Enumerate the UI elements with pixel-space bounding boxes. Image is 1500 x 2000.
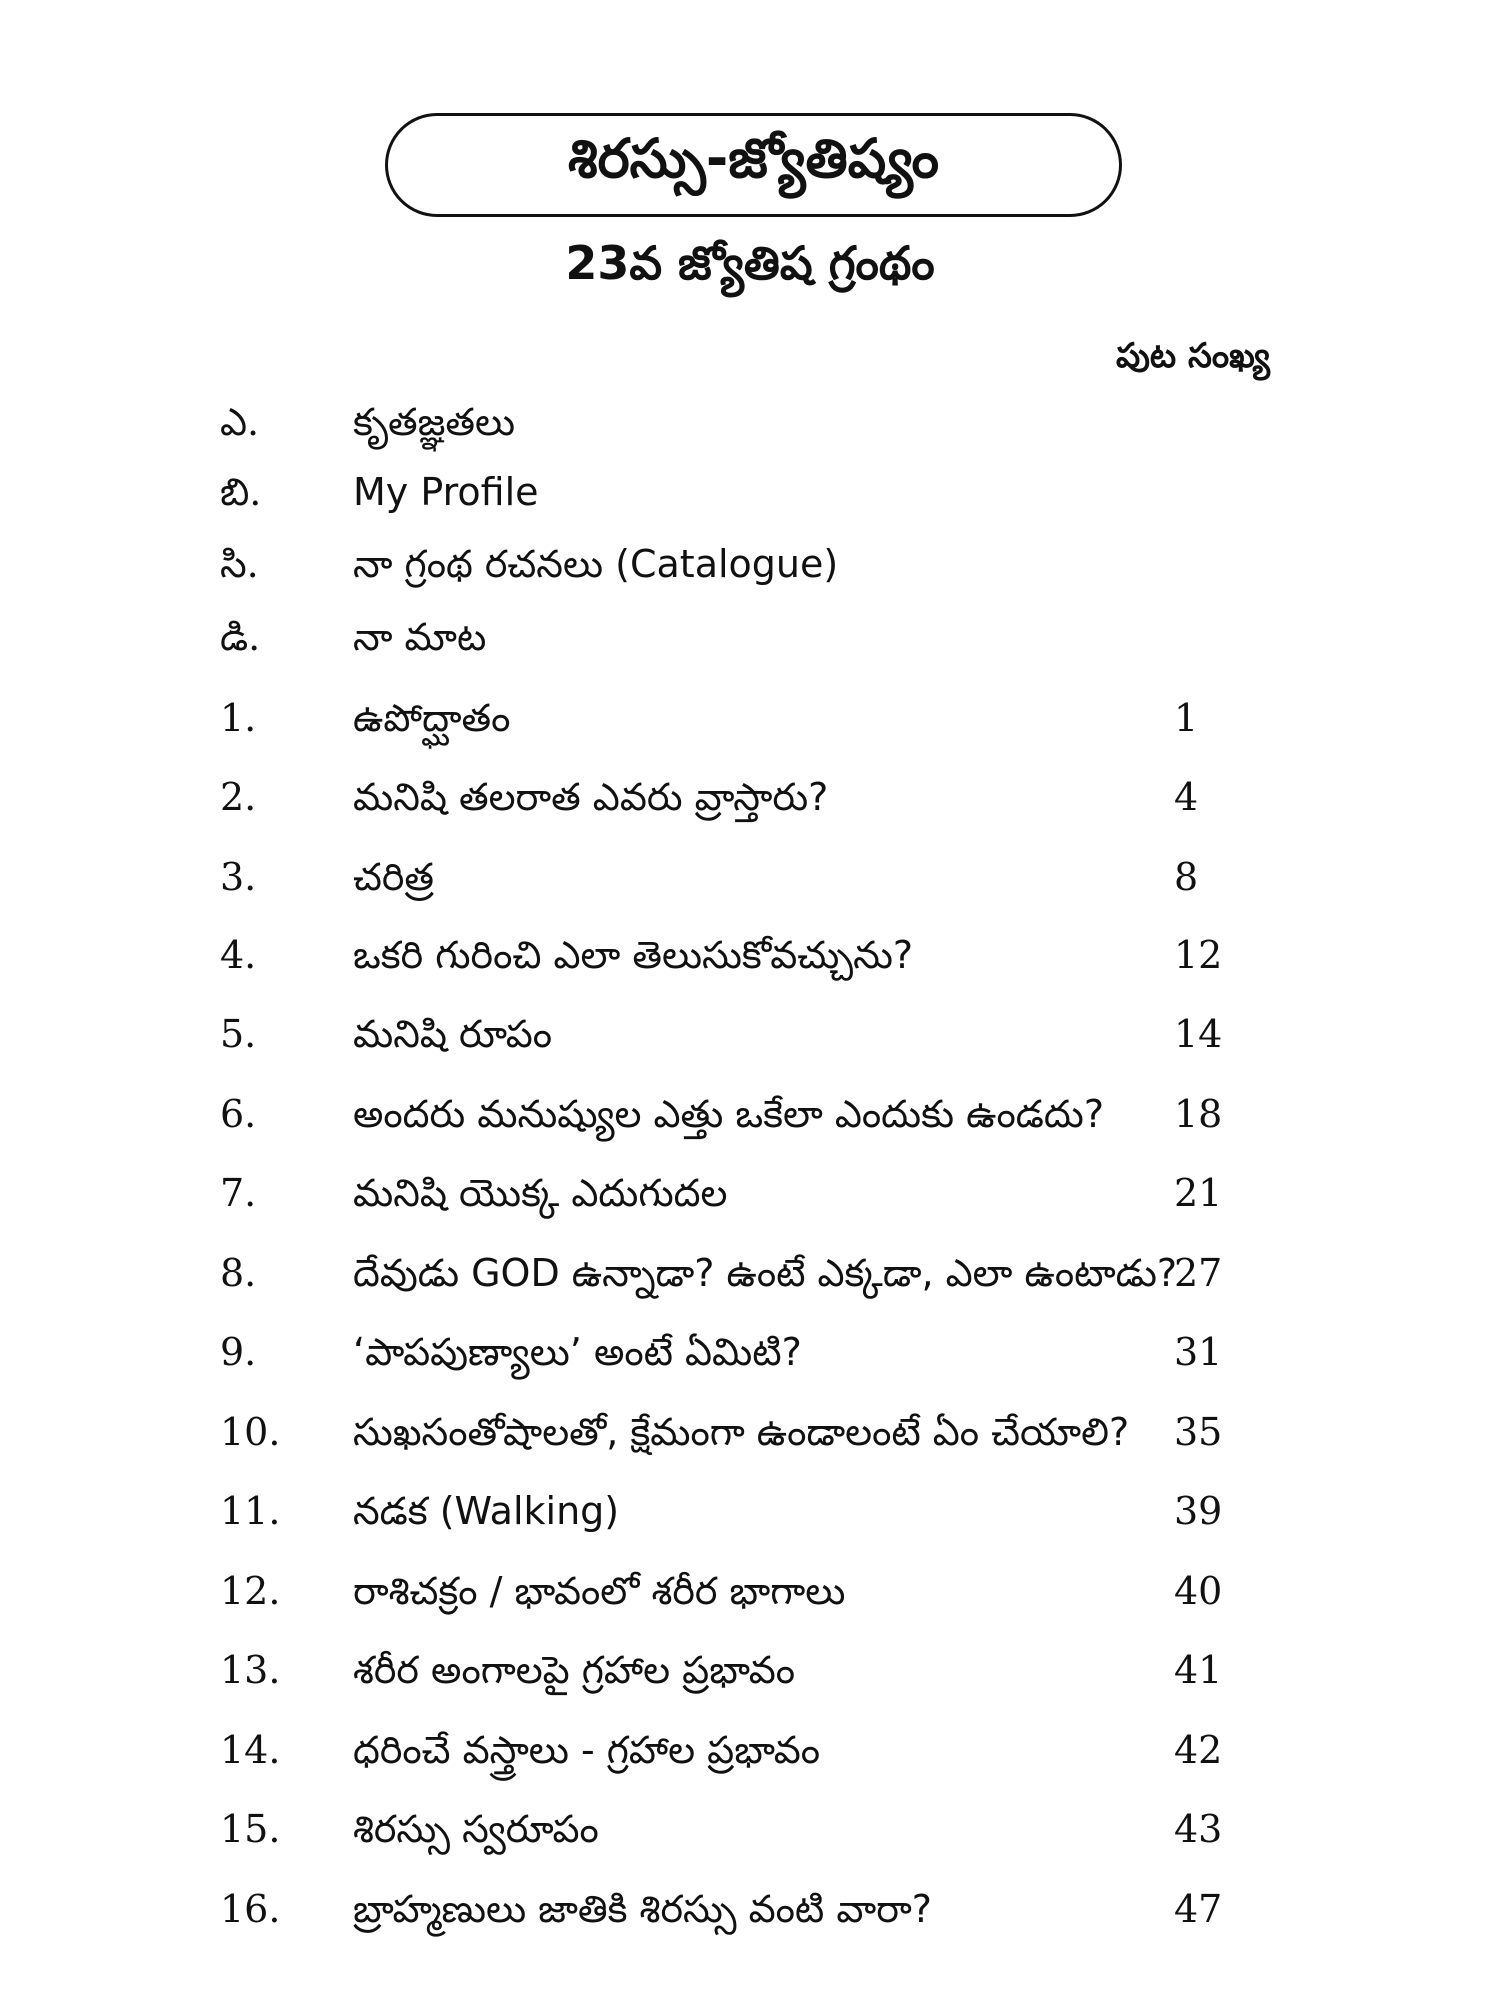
toc-number: 9. bbox=[220, 1330, 257, 1374]
toc-page: 35 bbox=[1174, 1410, 1223, 1454]
toc-title: ‘పాపపుణ్యాలు’ అంటే ఏమిటి? bbox=[353, 1330, 802, 1374]
toc-row: బి. My Profile bbox=[0, 470, 1500, 530]
toc-page: 1 bbox=[1174, 696, 1199, 740]
toc-title: మనిషి రూపం bbox=[353, 1012, 553, 1056]
toc-page: 18 bbox=[1174, 1092, 1223, 1136]
toc-row: 15. శిరస్సు స్వరూపం 43 bbox=[0, 1807, 1500, 1867]
toc-row: సి. నా గ్రంథ రచనలు (Catalogue) bbox=[0, 542, 1500, 602]
toc-page: 31 bbox=[1174, 1330, 1223, 1374]
toc-number: 15. bbox=[220, 1807, 281, 1851]
toc-number: 4. bbox=[220, 933, 257, 977]
toc-number: 12. bbox=[220, 1569, 281, 1613]
toc-number: 6. bbox=[220, 1092, 257, 1136]
toc-row: 2. మనిషి తలరాత ఎవరు వ్రాస్తారు? 4 bbox=[0, 775, 1500, 835]
toc-number: 5. bbox=[220, 1012, 257, 1056]
toc-title: మనిషి యొక్క ఎదుగుదల bbox=[353, 1171, 728, 1215]
toc-number: 11. bbox=[220, 1489, 281, 1533]
toc-row: 7. మనిషి యొక్క ఎదుగుదల 21 bbox=[0, 1171, 1500, 1231]
toc-title: అందరు మనుష్యుల ఎత్తు ఒకేలా ఎందుకు ఉండదు? bbox=[353, 1092, 1105, 1136]
toc-title: మనిషి తలరాత ఎవరు వ్రాస్తారు? bbox=[353, 775, 829, 819]
toc-row: 9. ‘పాపపుణ్యాలు’ అంటే ఏమిటి? 31 bbox=[0, 1330, 1500, 1390]
toc-number: బి. bbox=[220, 470, 262, 514]
toc-title: కృతజ్ఞతలు bbox=[353, 400, 516, 444]
toc-number: 3. bbox=[220, 855, 257, 899]
toc-number: ఎ. bbox=[220, 400, 260, 444]
toc-title: ధరించే వస్త్రాలు - గ్రహాల ప్రభావం bbox=[353, 1728, 821, 1772]
title-box: శిరస్సు-జ్యోతిష్యం bbox=[385, 113, 1122, 217]
toc-number: సి. bbox=[220, 542, 259, 586]
toc-number: 10. bbox=[220, 1410, 281, 1454]
toc-page: 14 bbox=[1174, 1012, 1223, 1056]
toc-number: 7. bbox=[220, 1171, 257, 1215]
toc-row: ఎ. కృతజ్ఞతలు bbox=[0, 400, 1500, 460]
toc-row: 10. సుఖసంతోషాలతో, క్షేమంగా ఉండాలంటే ఏం చే… bbox=[0, 1410, 1500, 1470]
toc-page: 4 bbox=[1174, 775, 1199, 819]
toc-page: 39 bbox=[1174, 1489, 1223, 1533]
toc-number: 8. bbox=[220, 1251, 257, 1295]
subtitle: 23వ జ్యోతిష గ్రంథం bbox=[565, 236, 935, 290]
toc-title: రాశిచక్రం / భావంలో శరీర భాగాలు bbox=[353, 1569, 846, 1613]
page-title: శిరస్సు-జ్యోతిష్యం bbox=[567, 126, 940, 190]
toc-page: 43 bbox=[1174, 1807, 1223, 1851]
toc-title: దేవుడు GOD ఉన్నాడా? ఉంటే ఎక్కడా, ఎలా ఉంట… bbox=[353, 1251, 1178, 1295]
toc-number: 13. bbox=[220, 1648, 281, 1692]
toc-row: 12. రాశిచక్రం / భావంలో శరీర భాగాలు 40 bbox=[0, 1569, 1500, 1629]
toc-row: 14. ధరించే వస్త్రాలు - గ్రహాల ప్రభావం 42 bbox=[0, 1728, 1500, 1788]
toc-page: 42 bbox=[1174, 1728, 1223, 1772]
toc-title: శరీర అంగాలపై గ్రహాల ప్రభావం bbox=[353, 1648, 796, 1692]
toc-row: 1. ఉపోద్ఘాతం 1 bbox=[0, 696, 1500, 756]
page-number-header: పుట సంఖ్య bbox=[1116, 336, 1270, 376]
toc-row: 6. అందరు మనుష్యుల ఎత్తు ఒకేలా ఎందుకు ఉండద… bbox=[0, 1092, 1500, 1152]
toc-title: My Profile bbox=[353, 470, 539, 514]
toc-number: డి. bbox=[220, 615, 261, 659]
toc-row: 16. బ్రాహ్మణులు జాతికి శిరస్సు వంటి వారా?… bbox=[0, 1887, 1500, 1947]
toc-title: నా మాట bbox=[353, 615, 487, 659]
toc-page: 41 bbox=[1174, 1648, 1223, 1692]
toc-page: 40 bbox=[1174, 1569, 1223, 1613]
toc-title: చరిత్ర bbox=[353, 855, 434, 899]
toc-number: 16. bbox=[220, 1887, 281, 1931]
toc-title: నా గ్రంథ రచనలు (Catalogue) bbox=[353, 542, 839, 586]
toc-row: 3. చరిత్ర 8 bbox=[0, 855, 1500, 915]
toc-title: నడక (Walking) bbox=[353, 1489, 620, 1533]
toc-page: 8 bbox=[1174, 855, 1199, 899]
toc-row: 11. నడక (Walking) 39 bbox=[0, 1489, 1500, 1549]
toc-title: సుఖసంతోషాలతో, క్షేమంగా ఉండాలంటే ఏం చేయాల… bbox=[353, 1410, 1130, 1454]
toc-page: 47 bbox=[1174, 1887, 1223, 1931]
toc-title: ఉపోద్ఘాతం bbox=[353, 696, 511, 740]
toc-row: 4. ఒకరి గురించి ఎలా తెలుసుకోవచ్చును? 12 bbox=[0, 933, 1500, 993]
toc-row: డి. నా మాట bbox=[0, 615, 1500, 675]
toc-row: 5. మనిషి రూపం 14 bbox=[0, 1012, 1500, 1072]
toc-page: 12 bbox=[1174, 933, 1223, 977]
toc-title: బ్రాహ్మణులు జాతికి శిరస్సు వంటి వారా? bbox=[353, 1887, 932, 1931]
toc-number: 14. bbox=[220, 1728, 281, 1772]
toc-row: 8. దేవుడు GOD ఉన్నాడా? ఉంటే ఎక్కడా, ఎలా ఉ… bbox=[0, 1251, 1500, 1311]
toc-row: 13. శరీర అంగాలపై గ్రహాల ప్రభావం 41 bbox=[0, 1648, 1500, 1708]
toc-number: 1. bbox=[220, 696, 257, 740]
toc-page: 27 bbox=[1174, 1251, 1223, 1295]
toc-title: శిరస్సు స్వరూపం bbox=[353, 1807, 599, 1851]
toc-title: ఒకరి గురించి ఎలా తెలుసుకోవచ్చును? bbox=[353, 933, 914, 977]
toc-page: 21 bbox=[1174, 1171, 1223, 1215]
toc-number: 2. bbox=[220, 775, 257, 819]
